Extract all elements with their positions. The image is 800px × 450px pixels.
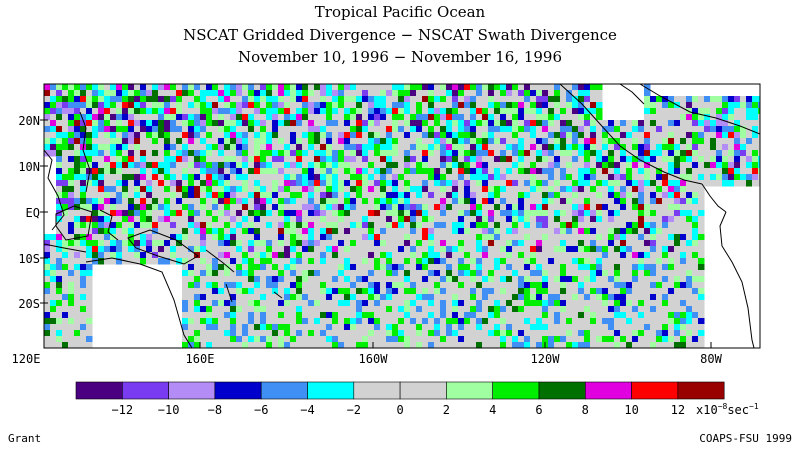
coastlines xyxy=(44,84,760,348)
colorbar-tick-label: −4 xyxy=(300,403,314,417)
coast-asia xyxy=(44,149,65,231)
colorbar-swatch xyxy=(307,381,355,400)
colorbar-tick-label: 6 xyxy=(535,403,542,417)
lat-label: 10N xyxy=(18,160,40,174)
colorbar-tick-label: −12 xyxy=(111,403,133,417)
lat-label: EQ xyxy=(26,206,40,220)
coast-mexico xyxy=(559,84,703,185)
colorbar-tick-label: 4 xyxy=(489,403,496,417)
colorbar-tick-label: 12 xyxy=(671,403,685,417)
colorbar-swatch xyxy=(492,381,540,400)
coast-sulawesi xyxy=(99,209,119,241)
colorbar-swatch xyxy=(538,381,586,400)
lon-label: 160W xyxy=(359,352,389,366)
lon-label: 160E xyxy=(186,352,215,366)
colorbar-tick-label: −2 xyxy=(347,403,361,417)
colorbar-swatch xyxy=(260,381,308,400)
colorbar-swatch xyxy=(214,381,262,400)
colorbar-swatch xyxy=(168,381,216,400)
lon-label: 80W xyxy=(700,352,722,366)
author-credit: Grant xyxy=(8,432,42,445)
colorbar-swatch xyxy=(399,381,447,400)
lon-label: 120E xyxy=(12,352,41,366)
coast-gulf xyxy=(619,84,645,105)
map-date-range: November 10, 1996 − November 16, 1996 xyxy=(238,48,562,66)
colorbar-tick-label: 8 xyxy=(582,403,589,417)
colorbar-tick-label: −6 xyxy=(254,403,268,417)
coast-caribbean xyxy=(639,84,760,135)
divergence-field xyxy=(44,84,760,348)
colorbar-swatch xyxy=(677,381,725,400)
coast-newguinea xyxy=(127,229,199,265)
coast-borneo xyxy=(55,205,93,241)
coast-solomons xyxy=(205,249,235,273)
coast-australia xyxy=(85,257,193,348)
coast-vanuatu xyxy=(225,283,233,303)
colorbar: −12 −10 −8 −6 −4 −2 0 2 4 6 8 10 12 x10−8sec−1 xyxy=(75,381,759,417)
coast-fiji xyxy=(273,291,283,299)
colorbar-swatch xyxy=(75,381,123,400)
map-frame xyxy=(43,83,761,349)
colorbar-swatch xyxy=(353,381,401,400)
lat-label: 20N xyxy=(18,114,40,128)
colorbar-tick-label: 10 xyxy=(624,403,638,417)
map-title: Tropical Pacific Ocean xyxy=(314,3,486,21)
coast-central-america xyxy=(701,183,727,213)
colorbar-tick-label: 0 xyxy=(396,403,403,417)
lat-label: 10S xyxy=(18,252,40,266)
map-axes: 20N 10N EQ 10S 20S 120E 160E 160W 120W 80W xyxy=(12,114,723,366)
colorbar-units: x10−8sec−1 xyxy=(696,402,759,417)
colorbar-swatch xyxy=(122,381,169,400)
map-subtitle: NSCAT Gridded Divergence − NSCAT Swath D… xyxy=(183,26,617,44)
coast-java xyxy=(44,243,87,253)
colorbar-tick-label: −8 xyxy=(208,403,222,417)
colorbar-swatch xyxy=(631,381,679,400)
lat-label: 20S xyxy=(18,297,40,311)
organization-credit: COAPS-FSU 1999 xyxy=(699,432,792,445)
coast-south-america xyxy=(719,211,755,348)
lon-label: 120W xyxy=(531,352,561,366)
colorbar-tick-label: 2 xyxy=(443,403,450,417)
colorbar-tick-label: −10 xyxy=(158,403,180,417)
coast-philippines xyxy=(79,111,91,193)
colorbar-swatch xyxy=(446,381,493,400)
colorbar-swatch xyxy=(584,381,632,400)
